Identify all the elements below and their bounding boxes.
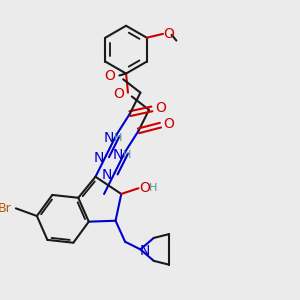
Text: N: N bbox=[104, 130, 114, 145]
Text: O: O bbox=[139, 181, 150, 195]
Text: H: H bbox=[148, 183, 157, 193]
Text: Br: Br bbox=[0, 202, 11, 215]
Text: O: O bbox=[104, 69, 115, 83]
Text: O: O bbox=[163, 27, 174, 41]
Text: H: H bbox=[123, 150, 131, 160]
Text: O: O bbox=[155, 101, 166, 115]
Text: O: O bbox=[113, 87, 124, 100]
Text: N: N bbox=[140, 244, 150, 258]
Text: H: H bbox=[114, 133, 123, 142]
Text: N: N bbox=[93, 151, 103, 165]
Text: O: O bbox=[164, 117, 175, 131]
Text: N: N bbox=[102, 168, 112, 182]
Text: N: N bbox=[112, 148, 123, 162]
